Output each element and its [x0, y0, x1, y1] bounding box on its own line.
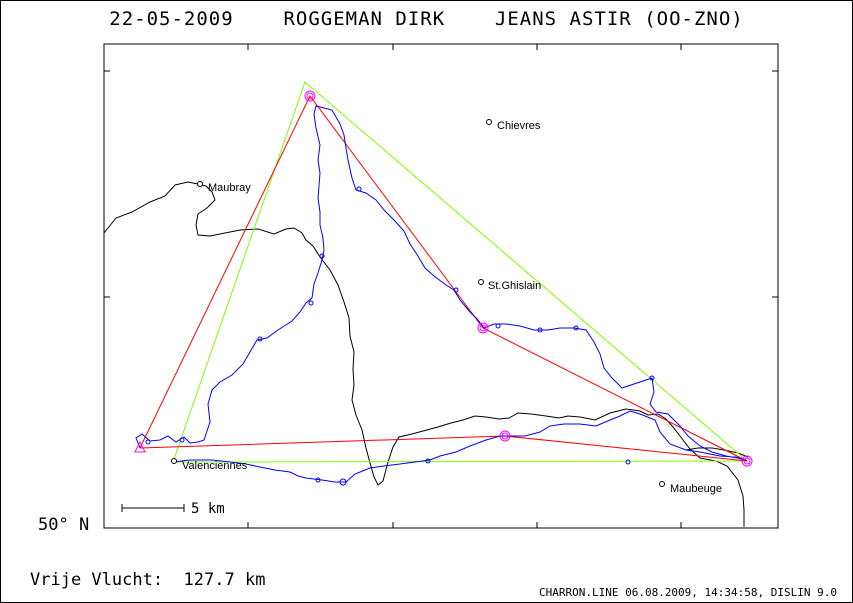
latitude-label: 50° N [38, 515, 90, 535]
distance-value: 127.7 km [183, 570, 266, 590]
town-markers [171, 119, 665, 487]
town-label-chievres: Chievres [497, 120, 541, 132]
thermal-marks [145, 186, 655, 486]
turnpoint-south [499, 430, 511, 442]
turnpoint-center [477, 322, 489, 334]
page-title: 22-05-2009 ROGGEMAN DIRK JEANS ASTIR (OO… [0, 8, 853, 30]
turnpoint-north [304, 90, 316, 102]
town-label-valenciennes: Valenciennes [182, 460, 248, 472]
town-marker-maubray [197, 181, 203, 187]
town-label-maubray: Maubray [208, 182, 251, 194]
scale-bar [121, 504, 185, 512]
scale-label: 5 km [191, 501, 225, 517]
distance-summary: Vrije Vlucht: 127.7 km [30, 570, 265, 590]
distance-label: Vrije Vlucht: [30, 570, 164, 590]
credit-line: CHARRON.LINE 06.08.2009, 14:34:58, DISLI… [538, 586, 837, 599]
pilot-name: ROGGEMAN DIRK [283, 8, 446, 30]
flight-date: 22-05-2009 [109, 8, 234, 30]
town-marker-maubeuge [659, 481, 665, 487]
turnpoint-east [741, 455, 753, 467]
axis-ticks [104, 44, 778, 528]
fai-triangle [172, 81, 749, 463]
flight-track [135, 105, 748, 483]
turnpoints [134, 90, 753, 467]
country-border [103, 181, 745, 527]
town-marker-valenciennes [171, 458, 177, 464]
town-label-st-ghislain: St.Ghislain [488, 280, 541, 292]
town-marker-st-ghislain [478, 279, 484, 285]
country-border-east [685, 447, 749, 458]
town-label-maubeuge: Maubeuge [670, 483, 722, 495]
town-marker-chievres [486, 119, 492, 125]
glider-name: JEANS ASTIR (OO-ZNO) [494, 8, 744, 30]
start-finish-triangle [134, 440, 146, 453]
task-legs [139, 95, 748, 462]
map-frame [103, 43, 779, 529]
